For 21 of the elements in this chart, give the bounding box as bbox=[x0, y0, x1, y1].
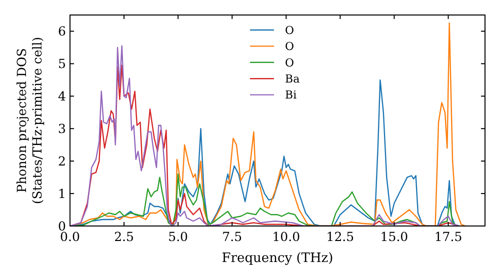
y-tick-label: 6 bbox=[58, 24, 66, 39]
x-tick-label: 10.0 bbox=[272, 229, 300, 244]
x-tick-label: 17.5 bbox=[434, 229, 462, 244]
legend-label: O bbox=[285, 56, 294, 70]
y-tick-label: 3 bbox=[58, 120, 66, 136]
y-tick-label: 1 bbox=[58, 186, 66, 201]
legend-label: Bi bbox=[285, 88, 298, 102]
y-tick-label: 4 bbox=[58, 88, 66, 104]
x-axis-title: Frequency (THz) bbox=[222, 251, 334, 266]
x-tick-label: 5.0 bbox=[168, 229, 188, 244]
y-tick-label: 2 bbox=[58, 153, 66, 168]
y-tick-label: 5 bbox=[58, 56, 66, 72]
y-axis-title: Phonon projected DOS (States/THz·primitive cell) bbox=[14, 36, 45, 204]
x-tick-label: 12.5 bbox=[326, 229, 354, 244]
x-tick-label: 0.0 bbox=[60, 229, 80, 244]
x-tick-label: 15.0 bbox=[380, 229, 408, 244]
legend-label: O bbox=[285, 24, 294, 37]
x-tick-label: 2.5 bbox=[114, 229, 134, 244]
legend-label: O bbox=[285, 40, 294, 54]
x-tick-label: 7.5 bbox=[222, 229, 242, 244]
legend-label: Ba bbox=[285, 72, 300, 86]
